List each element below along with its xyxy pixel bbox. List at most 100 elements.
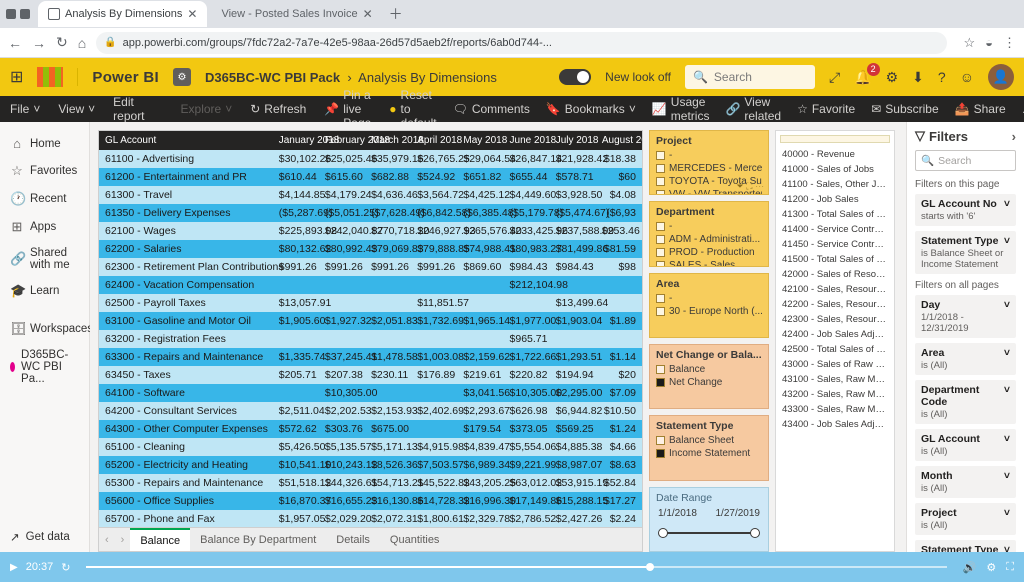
project-filter-icons[interactable]: ⏷ ⛶ ⋯ bbox=[736, 181, 764, 192]
gl-value-cell[interactable]: $10,305.00 bbox=[319, 384, 365, 402]
gl-value-cell[interactable]: $3,928.50 bbox=[550, 186, 596, 204]
gl-value-cell[interactable]: $79,888.85 bbox=[411, 240, 457, 258]
filter-item-statement-type-page[interactable]: Statement Type ˅ is Balance Sheet or Inco… bbox=[915, 231, 1016, 274]
gl-value-cell[interactable]: $230.11 bbox=[365, 366, 411, 384]
table-scroll-area[interactable]: GL Account January 2018 February 2018 Ma… bbox=[99, 131, 642, 527]
gl-value-cell[interactable]: $991.26 bbox=[319, 258, 365, 276]
gl-value-cell[interactable]: ($5,287.69) bbox=[273, 204, 319, 222]
gl-value-cell[interactable]: $26,847.14 bbox=[504, 150, 550, 168]
gl-value-cell[interactable]: ($5,474.67) bbox=[550, 204, 596, 222]
gl-value-cell[interactable]: $37,245.41 bbox=[319, 348, 365, 366]
gl-account-cell[interactable]: 63200 - Registration Fees bbox=[99, 330, 273, 348]
table-tab-balance[interactable]: Balance bbox=[130, 528, 190, 551]
gl-value-cell[interactable]: $2,202.53 bbox=[319, 402, 365, 420]
gl-value-cell[interactable]: ($6,385.48) bbox=[457, 204, 503, 222]
filter-item-project[interactable]: Project ˅ is (All) bbox=[915, 503, 1016, 535]
menu-view[interactable]: View ˅ bbox=[58, 102, 95, 116]
gl-value-cell[interactable]: $524.92 bbox=[411, 168, 457, 186]
gl-value-cell[interactable]: $2,159.62 bbox=[457, 348, 503, 366]
table-row[interactable]: 64300 - Other Computer Expenses $572.62 $3… bbox=[99, 420, 642, 438]
gl-table-visual[interactable]: GL Account January 2018 February 2018 Ma… bbox=[98, 130, 643, 552]
statement-type-slicer[interactable]: Statement Type Balance Sheet Income Stat… bbox=[649, 415, 769, 480]
gl-value-cell[interactable]: $2,153.93 bbox=[365, 402, 411, 420]
table-row[interactable]: 61200 - Entertainment and PR $610.44 $615.… bbox=[99, 168, 642, 186]
filter-item-department-code[interactable]: Department Code ˅ is (All) bbox=[915, 380, 1016, 424]
feedback-icon[interactable]: ☺ bbox=[960, 69, 974, 85]
gl-account-cell[interactable]: 65100 - Cleaning bbox=[99, 438, 273, 456]
gl-account-cell[interactable]: 61350 - Delivery Expenses bbox=[99, 204, 273, 222]
video-reload-icon[interactable]: ↻ bbox=[61, 561, 70, 574]
menu-usage-metrics[interactable]: 📈 Usage metrics bbox=[652, 95, 710, 123]
gl-search-item-0[interactable]: 40000 - Revenue bbox=[776, 147, 894, 162]
gl-value-cell[interactable]: $6,989.34 bbox=[457, 456, 503, 474]
gl-search-item-11[interactable]: 42300 - Sales, Resources - Export bbox=[776, 312, 894, 327]
download-icon[interactable]: ⬇ bbox=[912, 69, 924, 86]
gl-value-cell[interactable]: $651.82 bbox=[457, 168, 503, 186]
user-avatar[interactable]: 👤 bbox=[988, 64, 1014, 90]
date-range-slicer[interactable]: Date Range 1/1/2018 1/27/2019 bbox=[649, 487, 769, 552]
gl-search-item-8[interactable]: 42000 - Sales of Resources bbox=[776, 267, 894, 282]
gl-value-cell[interactable]: $4,425.12 bbox=[457, 186, 503, 204]
expand-icon[interactable]: ⤢ bbox=[829, 69, 840, 86]
gl-search-item-12[interactable]: 42400 - Job Sales Adjmt, Resour... bbox=[776, 327, 894, 342]
gl-value-cell[interactable]: $51,518.12 bbox=[273, 474, 319, 492]
gl-search-input[interactable] bbox=[780, 135, 890, 143]
gl-value-cell[interactable]: ($5,051.25) bbox=[319, 204, 365, 222]
gl-value-cell[interactable]: $253.46 bbox=[596, 222, 642, 240]
table-row[interactable]: 65200 - Electricity and Heating $10,541.1… bbox=[99, 456, 642, 474]
nav-item-get-data[interactable]: ↗ Get data bbox=[0, 522, 89, 552]
col-header-1[interactable]: January 2018 bbox=[273, 131, 319, 150]
table-row[interactable]: 65300 - Repairs and Maintenance $51,518.1… bbox=[99, 474, 642, 492]
table-row[interactable]: 61350 - Delivery Expenses ($5,287.69) ($5,… bbox=[99, 204, 642, 222]
department-opt-2[interactable]: PROD - Production bbox=[656, 247, 762, 258]
gl-value-cell[interactable]: $25,025.46 bbox=[319, 150, 365, 168]
gl-account-cell[interactable]: 64100 - Software bbox=[99, 384, 273, 402]
gl-value-cell[interactable]: $44,326.61 bbox=[319, 474, 365, 492]
project-opt-0[interactable]: - bbox=[656, 150, 762, 161]
gl-value-cell[interactable]: $1,800.61 bbox=[411, 510, 457, 527]
gl-value-cell[interactable]: $2.24 bbox=[596, 510, 642, 527]
gl-value-cell[interactable]: $2,051.83 bbox=[365, 312, 411, 330]
gl-value-cell[interactable]: $219.61 bbox=[457, 366, 503, 384]
statement-type-opt-0[interactable]: Balance Sheet bbox=[656, 435, 762, 446]
gl-value-cell[interactable]: $4,885.38 bbox=[550, 438, 596, 456]
menu-file[interactable]: File ˅ bbox=[10, 102, 40, 116]
gl-value-cell[interactable]: $11,851.57 bbox=[411, 294, 457, 312]
gl-value-cell[interactable]: $5,426.50 bbox=[273, 438, 319, 456]
table-row[interactable]: 65600 - Office Supplies $16,870.37 $16,655… bbox=[99, 492, 642, 510]
gl-value-cell[interactable]: $212,104.98 bbox=[504, 276, 550, 294]
gl-value-cell[interactable]: $569.25 bbox=[550, 420, 596, 438]
gl-value-cell[interactable]: $54,713.21 bbox=[365, 474, 411, 492]
area-opt-0[interactable]: - bbox=[656, 293, 762, 304]
topbar-search-input[interactable]: 🔍 Search bbox=[685, 65, 815, 89]
gl-value-cell[interactable] bbox=[319, 330, 365, 348]
url-text[interactable]: app.powerbi.com/groups/7fdc72a2-7a7e-42e… bbox=[123, 37, 552, 49]
gl-value-cell[interactable]: $16,655.23 bbox=[319, 492, 365, 510]
project-slicer[interactable]: Project - MERCEDES - Merce... TOYOTA - T… bbox=[649, 130, 769, 195]
gl-value-cell[interactable] bbox=[273, 276, 319, 294]
gl-value-cell[interactable]: $2,295.00 bbox=[550, 384, 596, 402]
gl-value-cell[interactable] bbox=[273, 330, 319, 348]
gl-value-cell[interactable]: $5,554.06 bbox=[504, 438, 550, 456]
gl-value-cell[interactable]: $984.43 bbox=[550, 258, 596, 276]
gl-value-cell[interactable]: $8,987.07 bbox=[550, 456, 596, 474]
gl-value-cell[interactable]: $4,839.47 bbox=[457, 438, 503, 456]
tab-scroll-right[interactable]: › bbox=[115, 534, 131, 546]
gl-value-cell[interactable]: $2,402.69 bbox=[411, 402, 457, 420]
star-icon[interactable]: ☆ bbox=[963, 35, 975, 51]
gl-value-cell[interactable]: $194.94 bbox=[550, 366, 596, 384]
gl-value-cell[interactable]: $1,965.14 bbox=[457, 312, 503, 330]
gl-account-cell[interactable]: 63100 - Gasoline and Motor Oil bbox=[99, 312, 273, 330]
reload-icon[interactable]: ↻ bbox=[56, 34, 68, 51]
apps-grid-icon[interactable]: ⊞ bbox=[10, 67, 23, 87]
department-opt-1[interactable]: ADM - Administrati... bbox=[656, 234, 762, 245]
gl-value-cell[interactable]: $179.54 bbox=[457, 420, 503, 438]
gl-account-cell[interactable]: 62200 - Salaries bbox=[99, 240, 273, 258]
gl-value-cell[interactable]: $3,564.72 bbox=[411, 186, 457, 204]
gl-value-cell[interactable]: $205.71 bbox=[273, 366, 319, 384]
gl-value-cell[interactable]: $225,893.08 bbox=[273, 222, 319, 240]
gl-value-cell[interactable]: $26,765.25 bbox=[411, 150, 457, 168]
gl-value-cell[interactable]: $10,541.10 bbox=[273, 456, 319, 474]
gl-search-item-4[interactable]: 41300 - Total Sales of Jobs bbox=[776, 207, 894, 222]
gl-value-cell[interactable]: $63,012.02 bbox=[504, 474, 550, 492]
